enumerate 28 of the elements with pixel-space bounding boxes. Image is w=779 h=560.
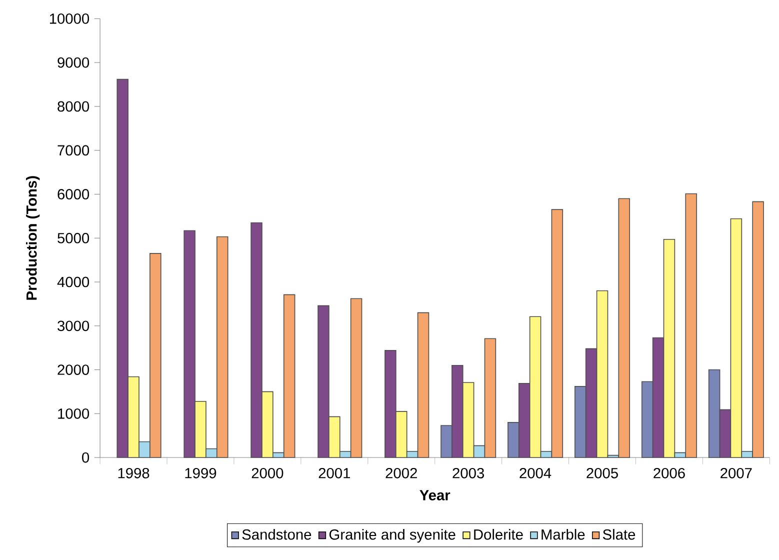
x-tick-label: 2002 (386, 468, 417, 478)
y-tick-label: 1000 (58, 408, 90, 419)
x-tick-label: 2000 (252, 468, 284, 478)
legend-label: Slate (602, 528, 636, 540)
y-tick-label: 8000 (58, 101, 90, 112)
x-tick-label: 2001 (318, 468, 350, 478)
legend-label: Sandstone (242, 528, 312, 540)
legend-label: Marble (542, 528, 585, 540)
y-tick-label: 10000 (50, 13, 90, 24)
y-tick-label: 3000 (58, 320, 90, 331)
x-tick-label: 2006 (654, 468, 685, 478)
y-tick-label: 4000 (57, 276, 90, 288)
x-tick-label: 1999 (185, 468, 216, 478)
x-tick-label: 2004 (520, 468, 552, 478)
y-tick-label: 6000 (58, 188, 90, 200)
y-axis-title: Production (Tons) (26, 176, 40, 300)
x-axis-title: Year (420, 490, 450, 500)
y-tick-label: 7000 (58, 145, 90, 156)
x-tick-label: 2007 (720, 468, 752, 478)
y-tick-label: 0 (82, 452, 90, 463)
x-tick-label: 2003 (452, 468, 484, 478)
legend-label: Granite and syenite (329, 528, 456, 543)
y-tick-label: 5000 (58, 232, 90, 244)
legend-label: Dolerite (474, 528, 523, 540)
x-tick-label: 2005 (586, 468, 618, 478)
x-tick-label: 1998 (118, 468, 150, 478)
y-tick-label: 2000 (58, 364, 90, 375)
y-tick-label: 9000 (58, 57, 90, 68)
